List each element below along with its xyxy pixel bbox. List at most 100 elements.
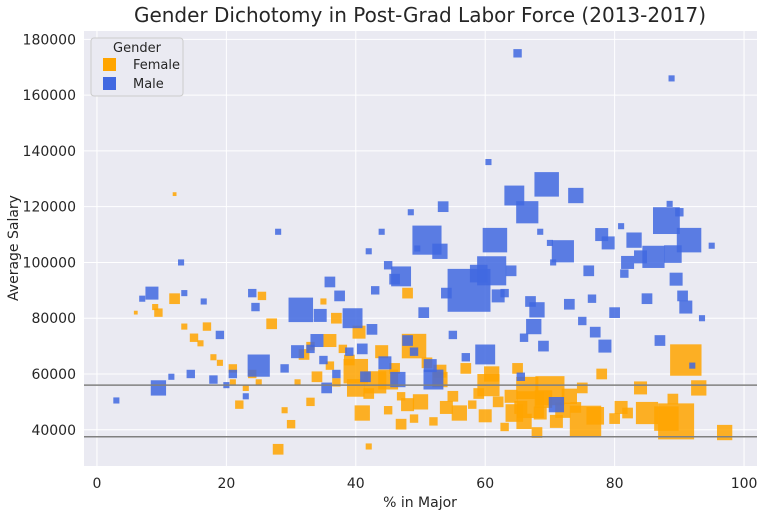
- data-point-female: [306, 397, 315, 407]
- data-point-male: [248, 288, 257, 298]
- data-point-male: [500, 288, 509, 298]
- data-point-male: [356, 343, 368, 355]
- data-point-female: [229, 379, 236, 386]
- data-point-male: [324, 276, 336, 288]
- data-point-female: [596, 368, 608, 380]
- data-point-male: [516, 372, 526, 381]
- data-point-female: [363, 388, 375, 399]
- data-point-male: [675, 208, 684, 217]
- data-point-female: [451, 405, 467, 421]
- data-point-female: [323, 334, 337, 348]
- data-point-female: [365, 443, 372, 450]
- y-tick-label: 100000: [23, 255, 76, 271]
- data-point-female: [460, 363, 472, 374]
- data-point-female: [228, 364, 238, 373]
- legend-swatch-female: [103, 58, 116, 71]
- data-point-female: [152, 304, 159, 311]
- data-point-female: [549, 414, 563, 428]
- legend-swatch-male: [103, 77, 116, 90]
- data-point-female: [216, 359, 223, 366]
- data-point-female: [286, 419, 296, 429]
- data-point-male: [689, 362, 696, 369]
- data-point-female: [202, 322, 212, 331]
- data-point-male: [150, 380, 167, 396]
- data-point-female: [257, 291, 267, 301]
- x-tick-label: 20: [217, 476, 235, 492]
- data-point-female: [512, 363, 523, 374]
- data-point-female: [670, 344, 702, 376]
- data-point-male: [251, 302, 260, 312]
- data-point-male: [366, 324, 378, 335]
- data-point-male: [113, 397, 120, 404]
- data-point-male: [516, 201, 539, 224]
- data-point-male: [145, 286, 159, 300]
- data-point-male: [423, 369, 444, 390]
- y-tick-label: 60000: [31, 367, 76, 383]
- data-point-male: [548, 397, 565, 413]
- data-point-female: [272, 443, 284, 455]
- data-point-male: [383, 261, 393, 270]
- data-point-male: [181, 290, 188, 297]
- data-point-male: [526, 318, 542, 335]
- data-point-female: [189, 333, 199, 342]
- y-tick-label: 160000: [23, 88, 76, 104]
- x-tick-label: 100: [731, 476, 758, 492]
- data-point-female: [402, 287, 413, 299]
- data-point-male: [529, 302, 545, 318]
- data-point-female: [635, 401, 659, 425]
- data-point-male: [698, 315, 706, 322]
- y-tick-label: 140000: [23, 144, 76, 160]
- data-point-female: [389, 363, 400, 374]
- data-point-male: [550, 259, 557, 266]
- data-point-female: [331, 312, 342, 324]
- data-point-male: [280, 364, 289, 373]
- data-point-male: [360, 371, 371, 383]
- data-point-male: [291, 345, 305, 359]
- reference-lines: [84, 384, 757, 438]
- data-point-female: [468, 400, 477, 409]
- data-point-female: [533, 406, 547, 420]
- data-point-male: [209, 375, 218, 384]
- data-point-male: [654, 335, 666, 346]
- data-point-female: [242, 384, 249, 391]
- data-point-male: [641, 293, 653, 305]
- data-point-male: [669, 272, 683, 286]
- y-tick-label: 80000: [31, 311, 76, 327]
- x-axis-label: % in Major: [383, 495, 457, 511]
- data-point-male: [482, 227, 508, 253]
- data-point-male: [461, 353, 470, 362]
- data-point-male: [409, 347, 419, 356]
- data-point-female: [338, 344, 348, 354]
- data-point-female: [484, 366, 500, 382]
- data-marks: [113, 49, 733, 455]
- data-point-male: [620, 269, 629, 278]
- data-point-male: [332, 369, 341, 379]
- data-point-male: [139, 295, 146, 302]
- data-point-male: [504, 185, 525, 206]
- y-axis-label: Average Salary: [6, 195, 22, 301]
- data-point-male: [310, 334, 324, 348]
- data-point-male: [288, 297, 314, 323]
- data-point-female: [311, 371, 323, 383]
- data-point-male: [432, 243, 448, 259]
- data-point-female: [395, 418, 407, 430]
- data-point-male: [319, 355, 328, 365]
- data-point-female: [716, 424, 733, 441]
- data-point-male: [242, 393, 249, 400]
- data-point-female: [154, 308, 163, 317]
- data-point-male: [513, 49, 522, 58]
- data-point-female: [586, 407, 605, 425]
- data-point-male: [485, 159, 492, 166]
- data-point-male: [587, 294, 597, 303]
- data-point-male: [178, 259, 185, 266]
- data-point-male: [441, 287, 452, 299]
- data-point-male: [186, 369, 195, 379]
- data-point-male: [537, 228, 544, 235]
- data-point-male: [668, 75, 675, 82]
- data-point-female: [383, 406, 393, 415]
- data-point-male: [215, 330, 225, 340]
- data-point-female: [478, 409, 492, 423]
- data-point-female: [409, 414, 419, 423]
- data-point-female: [439, 400, 453, 414]
